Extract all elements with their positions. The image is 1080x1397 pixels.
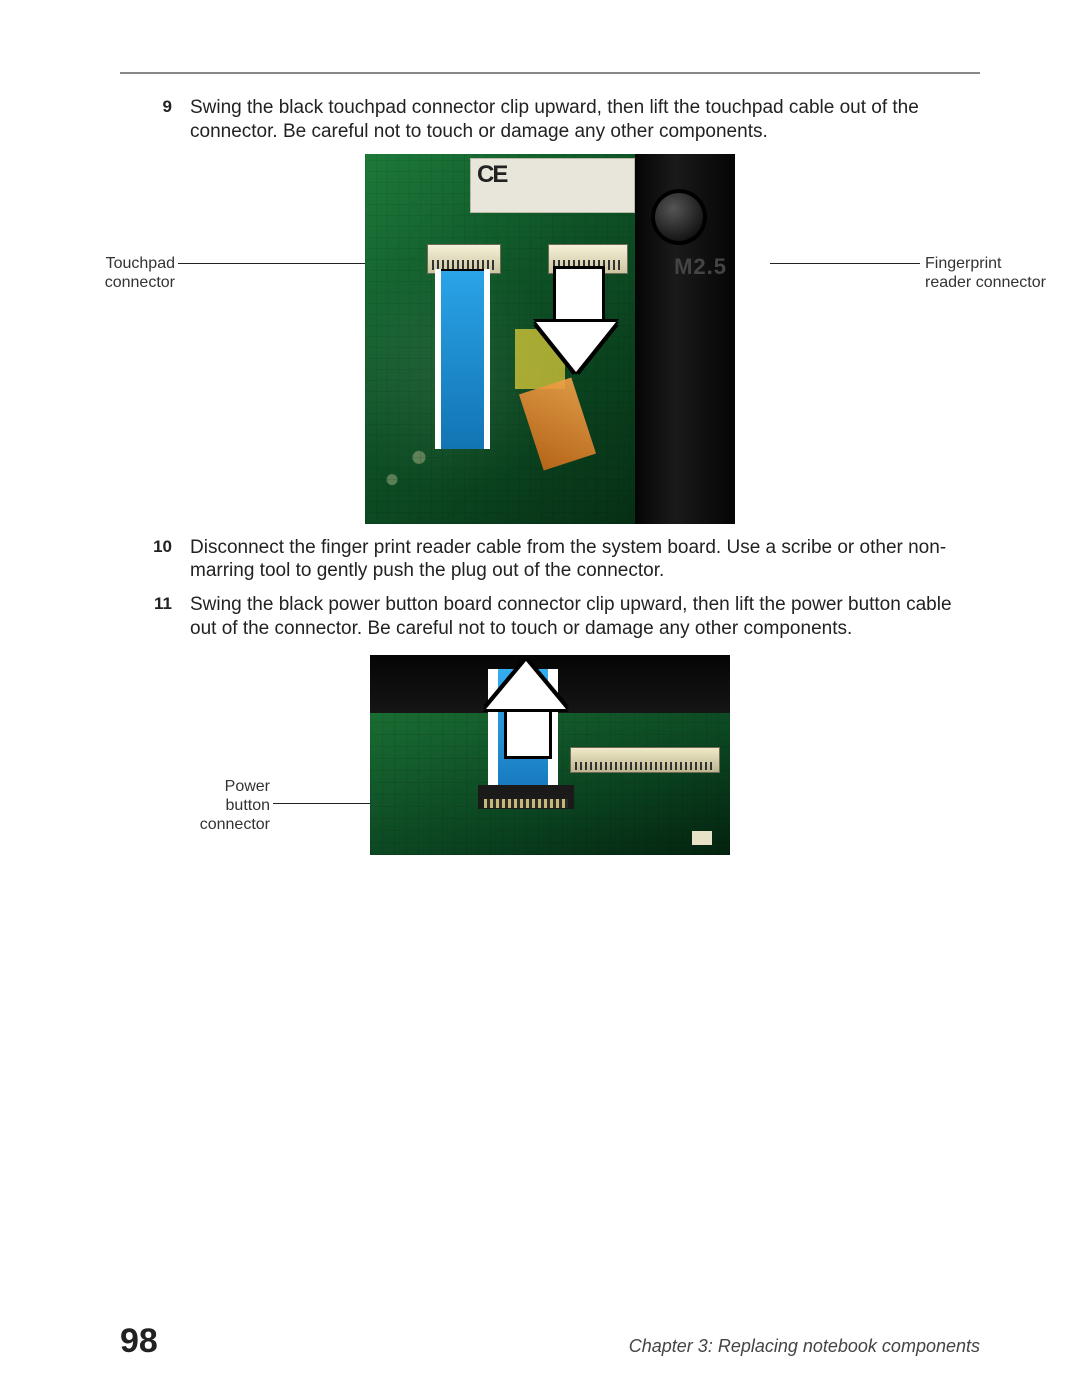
step-text: Swing the black power button board conne… xyxy=(190,593,980,641)
page-frame: 9 Swing the black touchpad connector cli… xyxy=(120,72,980,1327)
figure-2-wrap: Power button connector xyxy=(120,655,980,875)
callout-touchpad: Touchpad connector xyxy=(65,254,175,292)
callout-line xyxy=(770,263,920,264)
long-connector xyxy=(570,747,720,773)
figure-2 xyxy=(370,655,730,855)
connector-pins xyxy=(575,762,715,770)
callout-text: Power xyxy=(160,777,270,796)
callout-text: connector xyxy=(65,273,175,292)
step-11: 11 Swing the black power button board co… xyxy=(120,593,980,641)
callout-text: button xyxy=(160,796,270,815)
screw-boss xyxy=(651,189,707,245)
touchpad-ribbon-cable xyxy=(435,269,490,449)
power-button-connector xyxy=(478,785,574,809)
ce-mark: CE xyxy=(477,161,506,189)
ic-chip xyxy=(692,831,712,845)
page-number: 98 xyxy=(120,1322,158,1361)
callout-text: Fingerprint xyxy=(925,254,1080,273)
step-10: 10 Disconnect the finger print reader ca… xyxy=(120,536,980,584)
step-number: 10 xyxy=(120,536,190,584)
content-area: 9 Swing the black touchpad connector cli… xyxy=(120,74,980,875)
step-number: 11 xyxy=(120,593,190,641)
page-footer: 98 Chapter 3: Replacing notebook compone… xyxy=(120,1322,980,1361)
step-text: Swing the black touchpad connector clip … xyxy=(190,96,980,144)
chapter-title: Chapter 3: Replacing notebook components xyxy=(629,1336,980,1357)
step-9: 9 Swing the black touchpad connector cli… xyxy=(120,96,980,144)
callout-power-button: Power button connector xyxy=(160,777,270,835)
callout-text: reader connector xyxy=(925,273,1080,292)
step-text: Disconnect the finger print reader cable… xyxy=(190,536,980,584)
callout-fingerprint: Fingerprint reader connector xyxy=(925,254,1080,292)
figure-1: M2.5 CE xyxy=(365,154,735,524)
figure-1-wrap: Touchpad connector Fingerprint reader co… xyxy=(120,154,980,524)
step-number: 9 xyxy=(120,96,190,144)
callout-text: connector xyxy=(160,815,270,834)
emboss-text: M2.5 xyxy=(674,254,727,280)
callout-text: Touchpad xyxy=(65,254,175,273)
